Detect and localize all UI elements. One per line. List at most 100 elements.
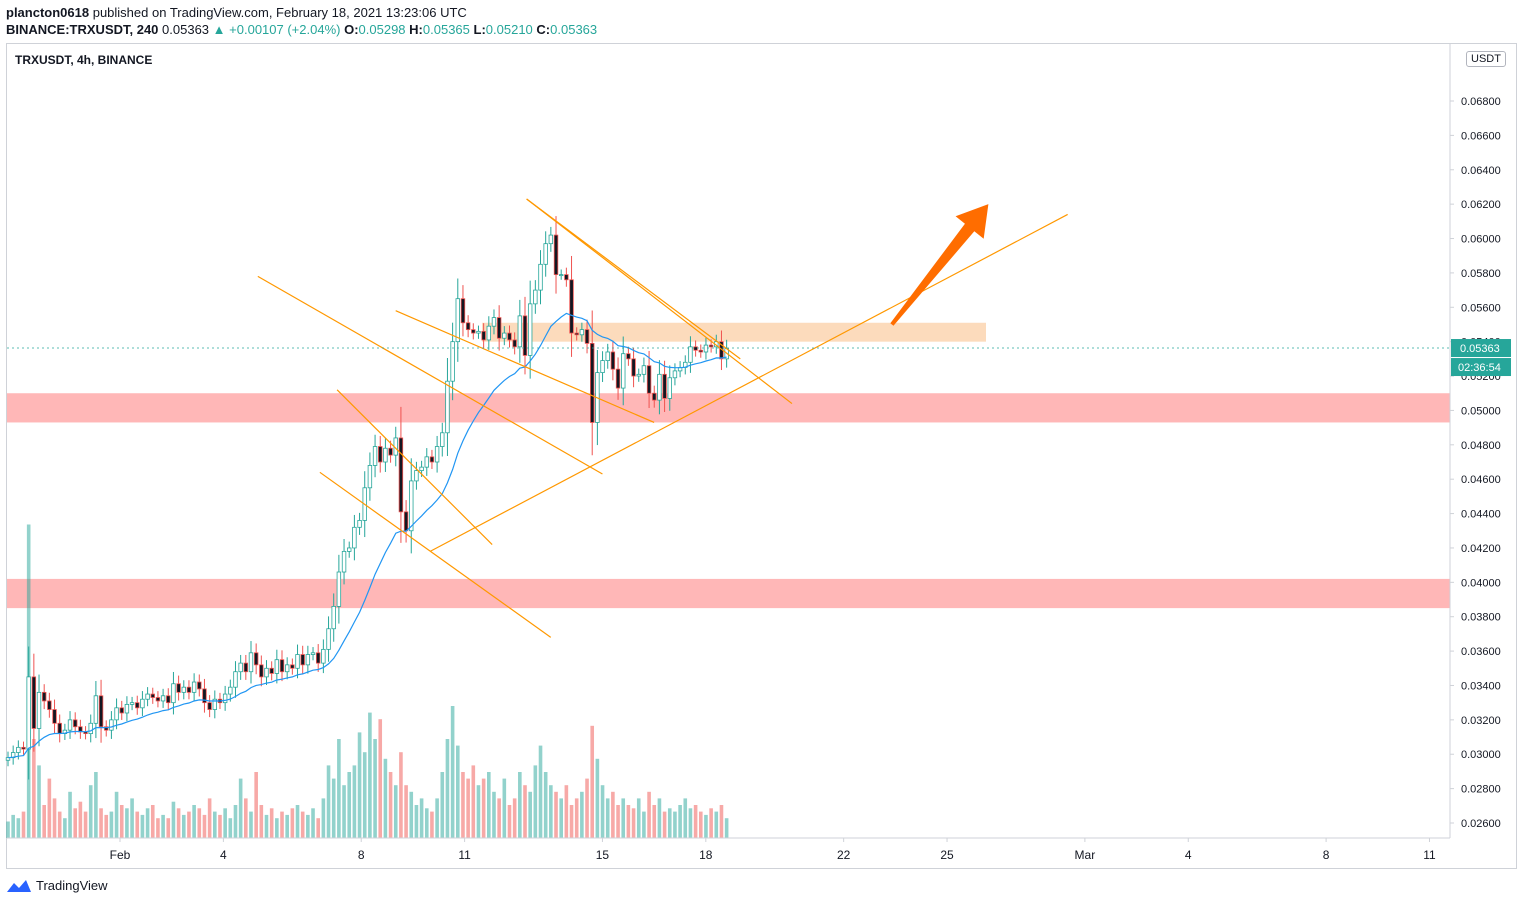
candle-body: [455, 298, 460, 343]
candle-body: [341, 550, 347, 573]
candle-body: [357, 520, 362, 528]
candle-body: [264, 667, 269, 678]
support-zone: [7, 393, 1450, 423]
candle-body: [352, 526, 357, 549]
candle-body: [378, 446, 383, 463]
candle-body: [667, 377, 672, 399]
candle-body: [57, 722, 62, 735]
price-tick-label: 0.04800: [1461, 440, 1501, 452]
volume-bar: [192, 805, 196, 838]
candle-body: [553, 234, 559, 276]
volume-bar: [673, 811, 677, 838]
candle-body: [605, 351, 610, 361]
volume-bar: [352, 765, 357, 838]
volume-bar: [202, 814, 207, 838]
candle-body: [207, 702, 212, 710]
channel-line: [257, 275, 603, 475]
volume-bar: [269, 808, 274, 838]
price-tick-label: 0.05600: [1461, 302, 1501, 314]
candle-body: [403, 511, 409, 532]
volume-bar: [678, 805, 682, 838]
candle-body: [31, 676, 37, 729]
candle-body: [326, 628, 331, 650]
candle-body: [114, 707, 119, 721]
volume-bar: [238, 778, 243, 838]
candle-body: [631, 358, 636, 377]
candle-body: [176, 683, 181, 693]
candle-body: [321, 648, 326, 664]
price-tick-label: 0.04000: [1461, 577, 1501, 589]
candle-body: [698, 349, 703, 353]
volume-bar: [99, 808, 103, 838]
candle-body: [290, 664, 295, 669]
volume-bar: [559, 798, 563, 838]
volume-bar: [533, 765, 538, 838]
volume-bar: [574, 798, 579, 838]
candle-body: [119, 707, 124, 714]
candle-body: [491, 317, 497, 327]
candle-body: [600, 360, 605, 374]
low-value: 0.05210: [485, 22, 533, 37]
candle-body: [202, 688, 207, 704]
countdown-badge-text: 02:36:54: [1458, 362, 1501, 374]
candle-body: [197, 681, 202, 690]
volume-bar: [404, 785, 408, 838]
volume-bar: [109, 811, 114, 838]
candle-body: [652, 392, 657, 401]
volume-bar: [647, 791, 651, 838]
volume-bar: [652, 805, 657, 838]
volume-bar: [228, 818, 233, 838]
target-arrow: [890, 204, 989, 326]
volume-bar: [393, 785, 398, 838]
volume-bar: [693, 805, 698, 838]
volume-bar: [187, 811, 191, 838]
price-axis: 0.02600 0.02800 0.03000 0.03200 0.03400 0.036…: [1449, 44, 1501, 838]
volume-bar: [63, 818, 67, 838]
publisher-name[interactable]: plancton0618: [6, 5, 90, 20]
tradingview-logo[interactable]: TradingView: [6, 878, 108, 893]
candle-body: [284, 664, 290, 673]
volume-bar: [171, 801, 176, 838]
candle-body: [36, 691, 42, 729]
candle-body: [424, 456, 429, 468]
symbol-ohlc-line: BINANCE:TRXUSDT, 240 0.05363 ▲ +0.00107 …: [6, 22, 597, 37]
candle-body: [636, 373, 641, 377]
volume-bar: [88, 785, 93, 838]
volume-bar: [642, 811, 646, 838]
volume-bar: [502, 778, 507, 838]
candle-body: [507, 332, 512, 341]
volume-bar: [306, 814, 310, 838]
volume-bar: [57, 811, 62, 838]
last-price-text: 0.05363: [162, 22, 210, 37]
volume-bar: [497, 798, 501, 838]
volume-bar: [47, 778, 52, 838]
candle-body: [672, 370, 678, 379]
price-tick-label: 0.02800: [1461, 784, 1501, 796]
time-tick-label: 8: [1323, 848, 1330, 862]
volume-bar: [461, 772, 465, 838]
volume-bar: [724, 818, 729, 838]
candle-body: [52, 709, 57, 724]
candle-body: [274, 659, 280, 674]
volume-bar: [331, 778, 336, 838]
price-tick-label: 0.04200: [1461, 543, 1501, 555]
volume-bar: [704, 814, 708, 838]
candle-body: [708, 344, 714, 348]
volume-bar: [295, 805, 300, 838]
volume-bar: [709, 808, 713, 838]
candle-body: [372, 446, 378, 466]
candle-body: [626, 353, 631, 360]
currency-unit-button[interactable]: USDT: [1466, 51, 1506, 67]
candle-body: [331, 606, 336, 630]
volume-bar: [290, 808, 295, 838]
volume-bar: [595, 758, 600, 838]
candle-body: [228, 686, 233, 695]
candle-body: [98, 695, 104, 728]
price-tick-label: 0.06200: [1461, 199, 1501, 211]
last-price-badge: [1451, 339, 1511, 358]
candle-body: [646, 365, 652, 394]
volume-bar: [150, 805, 155, 838]
volume-layer: [6, 524, 729, 838]
channel-line: [526, 198, 741, 360]
